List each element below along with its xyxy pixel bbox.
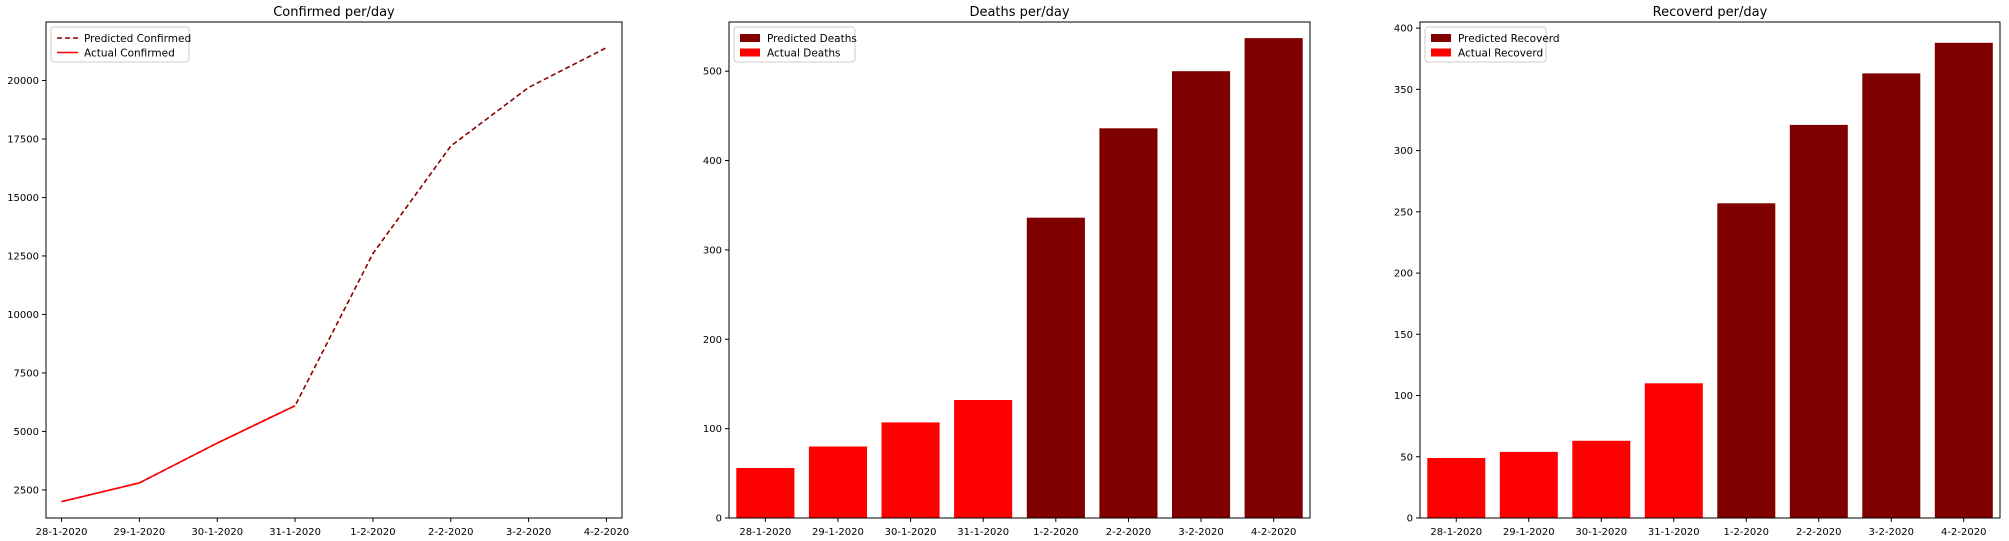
bar-1-2-2020 xyxy=(1717,203,1776,519)
x-tick-label: 4-2-2020 xyxy=(1941,527,1986,538)
y-tick-label: 15000 xyxy=(7,193,39,204)
y-tick-label: 100 xyxy=(703,424,722,435)
bar-30-1-2020 xyxy=(881,422,940,518)
legend-swatch-1 xyxy=(740,34,760,42)
y-tick-label: 12500 xyxy=(7,251,39,262)
x-tick-label: 30-1-2020 xyxy=(1575,527,1627,538)
y-tick-label: 20000 xyxy=(7,76,39,87)
legend-swatch-2 xyxy=(740,48,760,57)
y-tick-label: 300 xyxy=(1394,146,1413,157)
chart-2: Deaths per/day 0 100 200 300 400 500 28-1-2020 2… xyxy=(703,5,1311,538)
x-tick-label: 30-1-2020 xyxy=(191,527,243,538)
bar-30-1-2020 xyxy=(1572,440,1631,518)
x-tick-label: 29-1-2020 xyxy=(812,527,864,538)
chart-title: Recoverd per/day xyxy=(1653,5,1768,20)
legend-box xyxy=(1424,26,1547,63)
bar-29-1-2020 xyxy=(808,446,867,518)
x-tick-label: 3-2-2020 xyxy=(1869,527,1914,538)
x-tick-label: 4-2-2020 xyxy=(584,527,629,538)
legend-label-2: Actual Confirmed xyxy=(84,48,175,60)
x-tick-label: 2-2-2020 xyxy=(1796,527,1841,538)
x-tick-label: 28-1-2020 xyxy=(36,527,88,538)
y-tick-label: 100 xyxy=(1394,391,1413,402)
x-tick-label: 29-1-2020 xyxy=(114,527,166,538)
y-tick-label: 150 xyxy=(1394,330,1413,341)
y-tick-label: 0 xyxy=(716,514,722,525)
bar-4-2-2020 xyxy=(1934,42,1993,519)
bar-2-2-2020 xyxy=(1099,128,1158,519)
x-tick-label: 29-1-2020 xyxy=(1503,527,1555,538)
x-tick-label: 31-1-2020 xyxy=(957,527,1009,538)
legend-label-1: Predicted Deaths xyxy=(767,33,857,45)
x-tick-label: 1-2-2020 xyxy=(1033,527,1078,538)
y-tick-label: 400 xyxy=(703,156,722,167)
x-tick-label: 3-2-2020 xyxy=(506,527,551,538)
chart-title: Confirmed per/day xyxy=(273,5,395,20)
y-tick-label: 200 xyxy=(1394,269,1413,280)
axes-frame xyxy=(728,21,1311,519)
y-tick-label: 17500 xyxy=(7,134,39,145)
x-tick-label: 28-1-2020 xyxy=(1430,527,1482,538)
bar-1-2-2020 xyxy=(1026,217,1085,518)
chart-1: Confirmed per/day 2500 5000 7500 10000 12500 1… xyxy=(7,5,629,538)
y-tick-label: 250 xyxy=(1394,207,1413,218)
y-tick-label: 5000 xyxy=(14,427,39,438)
legend-label-1: Predicted Recoverd xyxy=(1458,33,1560,45)
axes-frame xyxy=(1419,21,2001,519)
y-tick-label: 2500 xyxy=(14,485,39,496)
x-tick-label: 31-1-2020 xyxy=(269,527,321,538)
x-tick-label: 1-2-2020 xyxy=(350,527,395,538)
legend-label-1: Predicted Confirmed xyxy=(84,33,191,45)
y-tick-label: 200 xyxy=(703,335,722,346)
y-tick-label: 10000 xyxy=(7,310,39,321)
legend-box xyxy=(50,26,190,63)
legend-swatch-1 xyxy=(1431,34,1451,42)
chart-3: Recoverd per/day 0 50 100 150 200 250 300 350 400… xyxy=(1394,5,2001,538)
bar-28-1-2020 xyxy=(736,468,795,518)
legend-label-2: Actual Recoverd xyxy=(1458,48,1543,60)
series-line-2 xyxy=(61,404,296,503)
legend-swatch-2 xyxy=(1431,48,1451,57)
y-tick-label: 300 xyxy=(703,245,722,256)
y-tick-label: 0 xyxy=(1407,514,1413,525)
x-tick-label: 28-1-2020 xyxy=(739,527,791,538)
y-tick-label: 350 xyxy=(1394,85,1413,96)
legend-label-2: Actual Deaths xyxy=(767,48,840,60)
chart-title: Deaths per/day xyxy=(969,5,1069,20)
bar-31-1-2020 xyxy=(1644,383,1703,518)
legend-box xyxy=(733,26,856,63)
x-tick-label: 2-2-2020 xyxy=(428,527,473,538)
y-tick-label: 500 xyxy=(703,67,722,78)
x-tick-label: 30-1-2020 xyxy=(885,527,937,538)
axes-frame xyxy=(45,21,623,519)
y-tick-label: 400 xyxy=(1394,24,1413,35)
bar-31-1-2020 xyxy=(954,400,1013,518)
x-tick-label: 4-2-2020 xyxy=(1251,527,1296,538)
x-tick-label: 3-2-2020 xyxy=(1178,527,1223,538)
y-tick-label: 50 xyxy=(1400,452,1413,463)
x-tick-label: 2-2-2020 xyxy=(1106,527,1151,538)
y-tick-label: 7500 xyxy=(14,368,39,379)
bar-4-2-2020 xyxy=(1244,38,1303,518)
series-line-1 xyxy=(61,46,607,503)
bar-3-2-2020 xyxy=(1172,71,1231,518)
bar-3-2-2020 xyxy=(1862,73,1921,519)
x-tick-label: 1-2-2020 xyxy=(1724,527,1769,538)
x-tick-label: 31-1-2020 xyxy=(1648,527,1700,538)
bar-28-1-2020 xyxy=(1427,458,1486,518)
bar-2-2-2020 xyxy=(1789,124,1848,519)
bar-29-1-2020 xyxy=(1499,451,1558,518)
